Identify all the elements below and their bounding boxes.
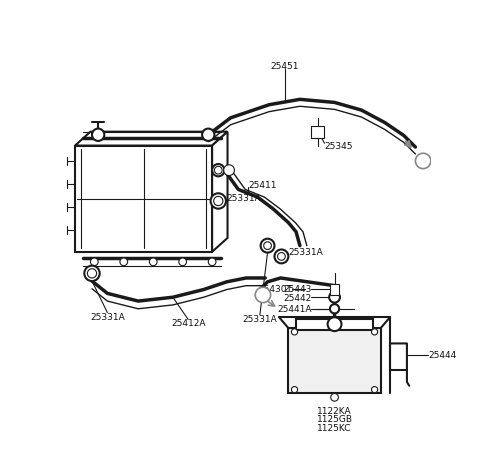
Text: 25411: 25411 [248,180,277,189]
Text: 25430T: 25430T [258,285,292,294]
Circle shape [372,329,378,335]
Polygon shape [212,132,228,252]
Circle shape [212,165,225,177]
Bar [296,319,373,330]
Circle shape [331,394,338,401]
Text: 25451: 25451 [270,62,299,71]
Circle shape [224,165,234,176]
Text: 25345: 25345 [324,142,353,151]
Circle shape [275,250,288,264]
Bar [288,328,381,394]
Circle shape [92,129,104,142]
Text: 25442: 25442 [283,293,312,302]
Text: 25331A: 25331A [288,247,323,256]
Circle shape [372,387,378,393]
Circle shape [330,305,339,314]
Text: 25443: 25443 [283,285,312,294]
Text: 25412A: 25412A [171,319,205,327]
Text: 25331A: 25331A [242,314,277,323]
Text: 1125GB: 1125GB [316,414,352,424]
Circle shape [291,329,298,335]
Circle shape [214,197,223,206]
Circle shape [87,269,96,278]
Text: 25444: 25444 [429,351,457,360]
Circle shape [120,258,128,266]
Circle shape [202,129,215,142]
Circle shape [415,154,431,169]
Circle shape [255,288,271,303]
Circle shape [277,253,285,261]
Bar [330,285,339,295]
Circle shape [328,318,341,332]
Text: 25331A: 25331A [90,313,125,321]
Polygon shape [75,132,228,146]
Text: 25441A: 25441A [277,305,312,313]
Text: C: C [260,291,265,300]
Bar [312,126,324,138]
Circle shape [84,266,100,282]
Bar [75,146,212,252]
Text: C: C [420,157,426,166]
Circle shape [179,258,187,266]
Circle shape [291,387,298,393]
Circle shape [90,258,98,266]
Text: 25331A: 25331A [227,193,262,202]
Circle shape [215,167,222,175]
Circle shape [264,242,271,250]
Text: 1125KC: 1125KC [317,423,352,432]
Circle shape [149,258,157,266]
Circle shape [329,292,340,303]
Text: 1122KA: 1122KA [317,406,352,415]
Circle shape [211,194,226,209]
Circle shape [261,239,275,253]
Circle shape [208,258,216,266]
